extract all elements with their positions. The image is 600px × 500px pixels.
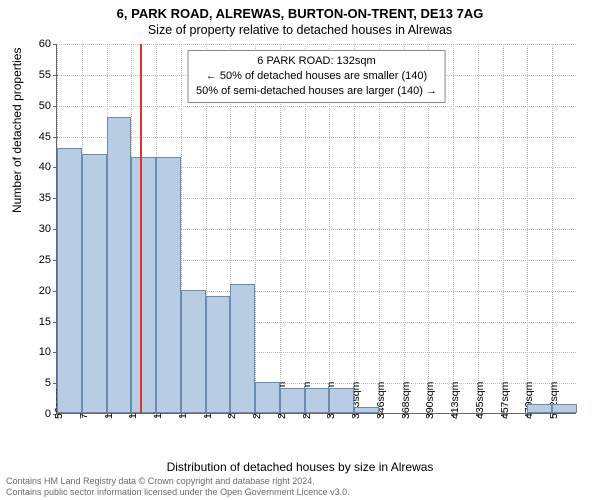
histogram-bar: [181, 290, 206, 413]
gridline-v: [453, 44, 454, 413]
x-tick-label: 346sqm: [375, 382, 387, 419]
x-tick-label: 390sqm: [424, 382, 436, 419]
x-tick-label: 502sqm: [548, 382, 560, 419]
footer-line-1: Contains HM Land Registry data © Crown c…: [6, 476, 350, 487]
y-tick-label: 25: [39, 254, 57, 266]
histogram-bar: [156, 157, 181, 413]
x-tick-label: 413sqm: [449, 382, 461, 419]
x-tick-label: 368sqm: [400, 382, 412, 419]
y-tick-label: 40: [39, 161, 57, 173]
y-tick-label: 20: [39, 285, 57, 297]
histogram-bar: [280, 388, 305, 413]
y-tick-label: 45: [39, 131, 57, 143]
footer-line-2: Contains public sector information licen…: [6, 487, 350, 498]
annotation-line-1: 6 PARK ROAD: 132sqm: [196, 54, 437, 69]
histogram-bar: [354, 407, 379, 413]
chart-container: 6, PARK ROAD, ALREWAS, BURTON-ON-TRENT, …: [0, 0, 600, 500]
y-tick-label: 50: [39, 100, 57, 112]
marker-line: [140, 44, 142, 413]
gridline-h: [57, 137, 576, 138]
histogram-bar: [255, 382, 280, 413]
histogram-bar: [206, 296, 231, 413]
annotation-line-3: 50% of semi-detached houses are larger (…: [196, 84, 437, 99]
x-axis-label: Distribution of detached houses by size …: [0, 460, 600, 474]
x-tick-label: 435sqm: [474, 382, 486, 419]
plot-area: 05101520253035404550556056sqm78sqm101sqm…: [56, 44, 576, 414]
gridline-v: [552, 44, 553, 413]
annotation-box: 6 PARK ROAD: 132sqm ← 50% of detached ho…: [187, 50, 446, 103]
x-tick-label: 479sqm: [523, 382, 535, 419]
chart-title-sub: Size of property relative to detached ho…: [0, 21, 600, 37]
y-tick-label: 15: [39, 316, 57, 328]
gridline-h: [57, 106, 576, 107]
footer-attribution: Contains HM Land Registry data © Crown c…: [6, 476, 350, 499]
gridline-v: [478, 44, 479, 413]
y-axis-label: Number of detached properties: [10, 48, 24, 213]
gridline-v: [503, 44, 504, 413]
y-tick-label: 30: [39, 223, 57, 235]
y-tick-label: 60: [39, 38, 57, 50]
gridline-h: [57, 44, 576, 45]
x-tick-label: 457sqm: [499, 382, 511, 419]
gridline-v: [527, 44, 528, 413]
histogram-bar: [329, 388, 354, 413]
histogram-bar: [82, 154, 107, 413]
histogram-bar: [230, 284, 255, 414]
y-tick-label: 10: [39, 346, 57, 358]
histogram-bar: [552, 404, 577, 413]
y-tick-label: 55: [39, 69, 57, 81]
y-tick-label: 35: [39, 192, 57, 204]
histogram-bar: [305, 388, 330, 413]
histogram-bar: [131, 157, 156, 413]
annotation-line-2: ← 50% of detached houses are smaller (14…: [196, 69, 437, 84]
histogram-bar: [527, 404, 552, 413]
chart-title-main: 6, PARK ROAD, ALREWAS, BURTON-ON-TRENT, …: [0, 0, 600, 21]
histogram-bar: [107, 117, 132, 413]
histogram-bar: [57, 148, 82, 413]
